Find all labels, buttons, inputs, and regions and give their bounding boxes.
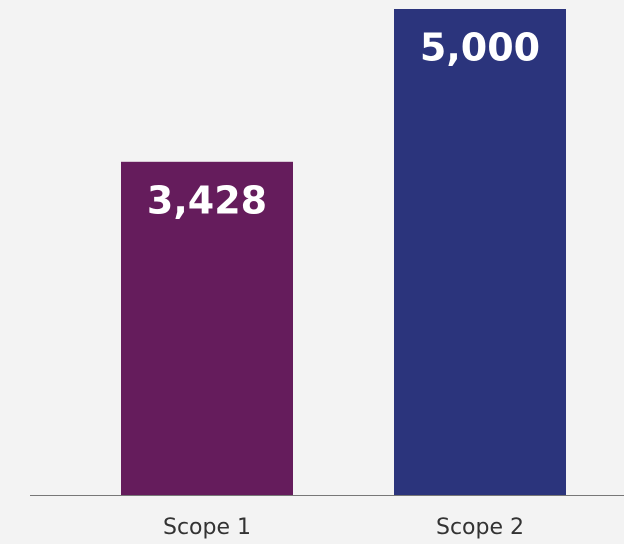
value-label: 3,428 (147, 178, 267, 222)
value-label: 5,000 (420, 26, 540, 70)
bar (394, 9, 566, 495)
x-tick-label: Scope 2 (436, 515, 524, 540)
bar (121, 161, 293, 495)
x-tick-label: Scope 1 (163, 515, 251, 540)
